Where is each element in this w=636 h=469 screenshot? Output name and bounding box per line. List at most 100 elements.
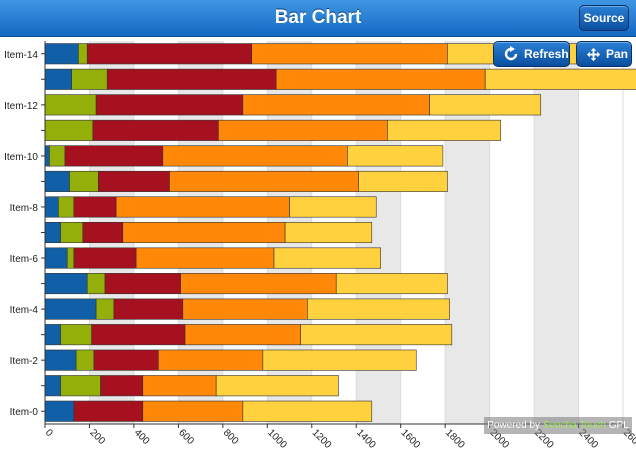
bar-segment-item-3-s4 [300,324,453,346]
watermark-brand: Sencha Touch [542,420,606,431]
bar-segment-item-8-s2 [73,196,117,218]
y-tick-label: Item-10 [4,152,38,163]
bar-segment-item-5-s1 [86,273,106,295]
bar-segment-item-13-s1 [71,68,108,90]
y-tick-label: Item-2 [10,356,39,367]
bar-segment-item-6-s4 [273,247,381,269]
bar-segment-item-8-s1 [58,196,75,218]
bar-segment-item-10-s1 [49,145,66,167]
move-arrows-icon [586,47,601,62]
y-tick-label: Item-14 [4,50,38,61]
bar-segment-item-14-s0 [44,43,79,65]
bar-segment-item-5-s3 [180,273,337,295]
pan-button[interactable]: Pan [576,41,632,67]
refresh-button-label: Refresh [524,47,569,61]
x-tick-label: 1800 [443,427,467,451]
x-tick-label: 0 [43,427,55,439]
bar-segment-item-5-s2 [104,273,181,295]
pan-button-label: Pan [606,47,629,61]
refresh-button[interactable]: Refresh [493,41,570,67]
bar-segment-item-10-s2 [64,145,164,167]
x-tick-label: 400 [132,427,152,447]
bar-segment-item-3-s2 [91,324,186,346]
refresh-icon [503,46,519,62]
x-tick-label: 1600 [399,427,423,451]
bar-segment-item-14-s3 [251,43,448,65]
bar-segment-item-12-s1 [44,94,97,116]
bar-segment-item-14-s2 [86,43,253,65]
x-tick-label: 1200 [310,427,334,451]
bar-segment-item-1-s2 [100,375,144,397]
y-tick-label: Item-0 [10,407,39,418]
bar-segment-item-7-s1 [60,221,84,244]
bar-segment-item-5-s0 [44,273,88,295]
title-bar: Bar Chart Source [0,0,636,37]
x-tick-label: 800 [221,427,241,447]
bar-segment-item-6-s0 [44,247,68,269]
bar-segment-item-3-s0 [44,324,61,346]
bar-segment-item-2-s0 [44,349,77,371]
y-tick-label: Item-8 [10,203,39,214]
bar-segment-item-8-s4 [289,196,377,218]
bar-segment-item-6-s1 [66,247,75,269]
bar-segment-item-7-s0 [44,221,61,244]
bar-segment-item-1-s3 [142,375,217,397]
watermark-suffix: GPL [606,420,629,431]
bar-segment-item-13-s4 [484,68,636,90]
x-tick-label: 1000 [265,427,289,451]
grid-band [534,41,579,424]
page-title: Bar Chart [274,7,362,28]
x-tick-label: 1400 [354,427,378,451]
bar-segment-item-12-s2 [95,94,244,116]
y-tick-label: Item-12 [4,101,38,112]
powered-by-watermark[interactable]: Powered by Sencha Touch GPL [484,417,632,434]
bar-segment-item-4-s3 [182,298,308,320]
bar-segment-item-13-s2 [106,68,277,90]
bar-segment-item-9-s0 [44,170,70,192]
bar-segment-item-9-s1 [69,170,99,192]
x-tick-label: 200 [87,427,107,447]
bar-segment-item-0-s4 [242,400,373,422]
bar-segment-item-3-s3 [184,324,301,346]
bar-segment-item-2-s1 [75,349,95,371]
bar-segment-item-11-s1 [44,119,94,141]
bar-segment-item-6-s3 [135,247,275,269]
bar-segment-item-11-s4 [387,119,502,141]
bar-segment-item-11-s2 [92,119,219,141]
bar-segment-item-9-s3 [169,170,359,192]
bar-segment-item-5-s4 [335,273,448,295]
bar-segment-item-8-s0 [44,196,59,218]
bar-segment-item-9-s2 [98,170,170,192]
source-button-label: Source [583,11,625,25]
bar-segment-item-7-s2 [82,221,124,244]
bar-segment-item-13-s3 [275,68,486,90]
bar-segment-item-1-s1 [60,375,101,397]
bar-segment-item-4-s0 [44,298,97,320]
y-tick-label: Item-4 [10,305,39,316]
bar-segment-item-14-s1 [78,43,88,65]
bar-segment-item-4-s2 [113,298,184,320]
y-tick-label: Item-6 [10,254,39,265]
bar-segment-item-2-s2 [93,349,159,371]
bar-segment-item-9-s4 [358,170,448,192]
bar-chart: Item-0 Item-2 Item-4 Item-6 Item-8 Item-10 Ite… [4,41,636,451]
bar-segment-item-10-s0 [44,145,50,167]
source-button[interactable]: Source [579,5,629,31]
bar-segment-item-7-s3 [122,221,286,244]
watermark-prefix: Powered by [487,420,543,431]
bar-segment-item-4-s1 [95,298,115,320]
bar-segment-item-7-s4 [284,221,373,244]
bar-segment-item-1-s0 [44,375,61,397]
bar-segment-item-3-s1 [60,324,92,346]
bar-segment-item-0-s2 [73,400,144,422]
bar-segment-item-4-s4 [307,298,450,320]
bar-segment-item-1-s4 [215,375,339,397]
bar-segment-item-10-s3 [162,145,348,167]
bar-segment-item-0-s0 [44,400,75,422]
bar-segment-item-12-s4 [429,94,542,116]
bar-segment-item-2-s3 [158,349,264,371]
bar-segment-item-11-s3 [218,119,388,141]
bar-segment-item-2-s4 [262,349,417,371]
bar-segment-item-0-s3 [142,400,244,422]
bar-segment-item-13-s0 [44,68,72,90]
